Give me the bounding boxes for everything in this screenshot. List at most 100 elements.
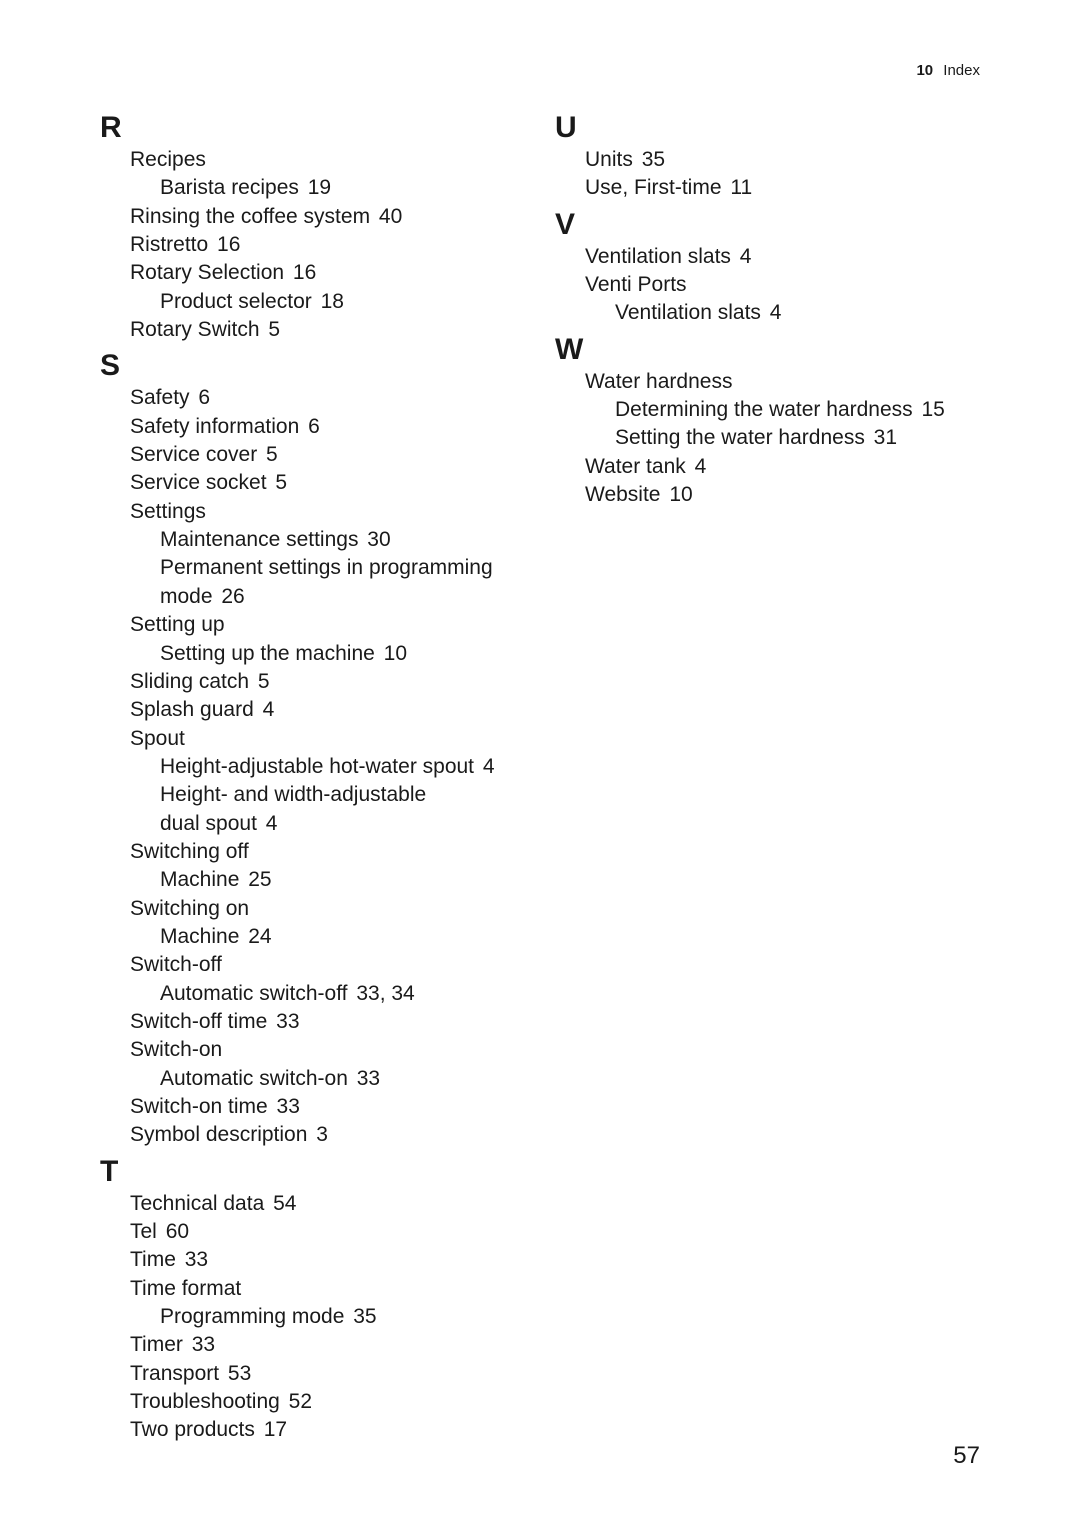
sub-list: Automatic switch-off 33, 34 — [130, 980, 525, 1008]
index-entry: Switch-off Automatic switch-off 33, 34 — [130, 951, 525, 1008]
entry-page: 4 — [734, 245, 752, 268]
entry-list: Units 35Use, First-time 11 — [555, 146, 980, 203]
entry-page: 33 — [179, 1248, 208, 1271]
index-entry: Rinsing the coffee system 40 — [130, 203, 525, 231]
index-letter: S — [100, 348, 525, 384]
entry-text: Rotary Selection — [130, 261, 284, 284]
entry-text: Troubleshooting — [130, 1390, 280, 1413]
entry-text: Settings — [130, 500, 206, 523]
index-entry: Sliding catch 5 — [130, 668, 525, 696]
letter-group: VVentilation slats 4Venti PortsVentilati… — [555, 207, 980, 328]
index-entry: Switching offMachine 25 — [130, 838, 525, 895]
sub-list: Machine 24 — [130, 923, 525, 951]
entry-text: Ristretto — [130, 233, 208, 256]
sub-entry-text: mode — [160, 585, 213, 608]
entry-page: 33 — [186, 1333, 215, 1356]
entry-text: Switch-off — [130, 953, 222, 976]
index-entry: Units 35 — [585, 146, 980, 174]
entry-page: 10 — [663, 483, 692, 506]
sub-entry-page: 24 — [242, 925, 271, 948]
entry-page: 16 — [211, 233, 240, 256]
index-sub-entry: Machine 24 — [160, 923, 525, 951]
index-entry: Water hardnessDetermining the water hard… — [585, 368, 980, 453]
index-sub-entry: Ventilation slats 4 — [615, 299, 980, 327]
index-letter: U — [555, 110, 980, 146]
index-sub-entry: Height- and width-adjustabledual spout 4 — [160, 781, 525, 838]
sub-entry-text: Automatic switch-off — [160, 982, 348, 1005]
entry-page: 40 — [373, 205, 402, 228]
entry-list: Recipes Barista recipes 19Rinsing the cof… — [100, 146, 525, 344]
index-entry: Water tank 4 — [585, 453, 980, 481]
sub-list: Determining the water hardness 15Setting… — [585, 396, 980, 453]
sub-entry-text: Setting up the machine — [160, 642, 375, 665]
sub-entry-text: Machine — [160, 925, 239, 948]
entry-text: Rotary Switch — [130, 318, 260, 341]
index-entry: Time 33 — [130, 1246, 525, 1274]
index-entry: Switch-on time 33 — [130, 1093, 525, 1121]
sub-entry-text: Product selector — [160, 290, 312, 313]
index-entry: Ristretto 16 — [130, 231, 525, 259]
index-entry: Safety information 6 — [130, 413, 525, 441]
entry-list: Safety 6Safety information 6Service cove… — [100, 384, 525, 1149]
entry-text: Switching off — [130, 840, 249, 863]
entry-text: Switch-on time — [130, 1095, 268, 1118]
sub-list: Barista recipes 19 — [130, 174, 525, 202]
sub-entry-text: Programming mode — [160, 1305, 344, 1328]
index-entry: Service socket 5 — [130, 469, 525, 497]
index-sub-entry: Height-adjustable hot-water spout 4 — [160, 753, 525, 781]
index-entry: Rotary Selection 16Product selector 18 — [130, 259, 525, 316]
entry-text: Ventilation slats — [585, 245, 731, 268]
header-section-title: Index — [943, 62, 980, 79]
entry-page: 33 — [271, 1095, 300, 1118]
entry-text: Splash guard — [130, 698, 254, 721]
index-entry: SpoutHeight-adjustable hot-water spout 4… — [130, 725, 525, 838]
entry-text: Switch-on — [130, 1038, 222, 1061]
entry-text: Time — [130, 1248, 176, 1271]
sub-list: Automatic switch-on 33 — [130, 1065, 525, 1093]
entry-page: 17 — [258, 1418, 287, 1441]
letter-group: SSafety 6Safety information 6Service cov… — [100, 348, 525, 1149]
entry-text: Recipes — [130, 148, 206, 171]
index-entry: Switching on Machine 24 — [130, 895, 525, 952]
entry-text: Setting up — [130, 613, 225, 636]
index-entry: Troubleshooting 52 — [130, 1388, 525, 1416]
index-entry: Website 10 — [585, 481, 980, 509]
entry-page: 54 — [267, 1192, 296, 1215]
index-entry: Splash guard 4 — [130, 696, 525, 724]
entry-page: 11 — [725, 176, 753, 199]
entry-text: Safety information — [130, 415, 299, 438]
sub-entry-text: Height-adjustable hot-water spout — [160, 755, 474, 778]
entry-text: Use, First-time — [585, 176, 722, 199]
sub-list: Setting up the machine 10 — [130, 640, 525, 668]
sub-entry-page: 33, 34 — [351, 982, 415, 1005]
entry-page: 3 — [310, 1123, 328, 1146]
entry-text: Website — [585, 483, 660, 506]
entry-page: 6 — [193, 386, 211, 409]
index-entry: Use, First-time 11 — [585, 174, 980, 202]
entry-text: Units — [585, 148, 633, 171]
index-column-left: RRecipesBarista recipes 19Rinsing the co… — [100, 110, 525, 1449]
entry-page: 33 — [270, 1010, 299, 1033]
index-entry: Venti Ports Ventilation slats 4 — [585, 271, 980, 328]
entry-page: 60 — [160, 1220, 189, 1243]
sub-entry-page: 35 — [347, 1305, 376, 1328]
index-sub-entry: Automatic switch-off 33, 34 — [160, 980, 525, 1008]
index-entry: Timer 33 — [130, 1331, 525, 1359]
entry-text: Two products — [130, 1418, 255, 1441]
index-entry: Switch-on Automatic switch-on 33 — [130, 1036, 525, 1093]
index-sub-entry: Maintenance settings 30 — [160, 526, 525, 554]
entry-text: Sliding catch — [130, 670, 249, 693]
entry-text: Tel — [130, 1220, 157, 1243]
entry-text: Switching on — [130, 897, 249, 920]
sub-list: Height-adjustable hot-water spout 4Heigh… — [130, 753, 525, 838]
sub-list: Ventilation slats 4 — [585, 299, 980, 327]
index-letter: W — [555, 332, 980, 368]
sub-entry-text: Permanent settings in programming — [160, 556, 493, 579]
entry-text: Service cover — [130, 443, 257, 466]
sub-list: Maintenance settings 30Permanent setting… — [130, 526, 525, 611]
index-entry: Recipes Barista recipes 19 — [130, 146, 525, 203]
sub-entry-page: 30 — [361, 528, 390, 551]
index-entry: Service cover 5 — [130, 441, 525, 469]
entry-text: Venti Ports — [585, 273, 687, 296]
entry-page: 4 — [257, 698, 275, 721]
